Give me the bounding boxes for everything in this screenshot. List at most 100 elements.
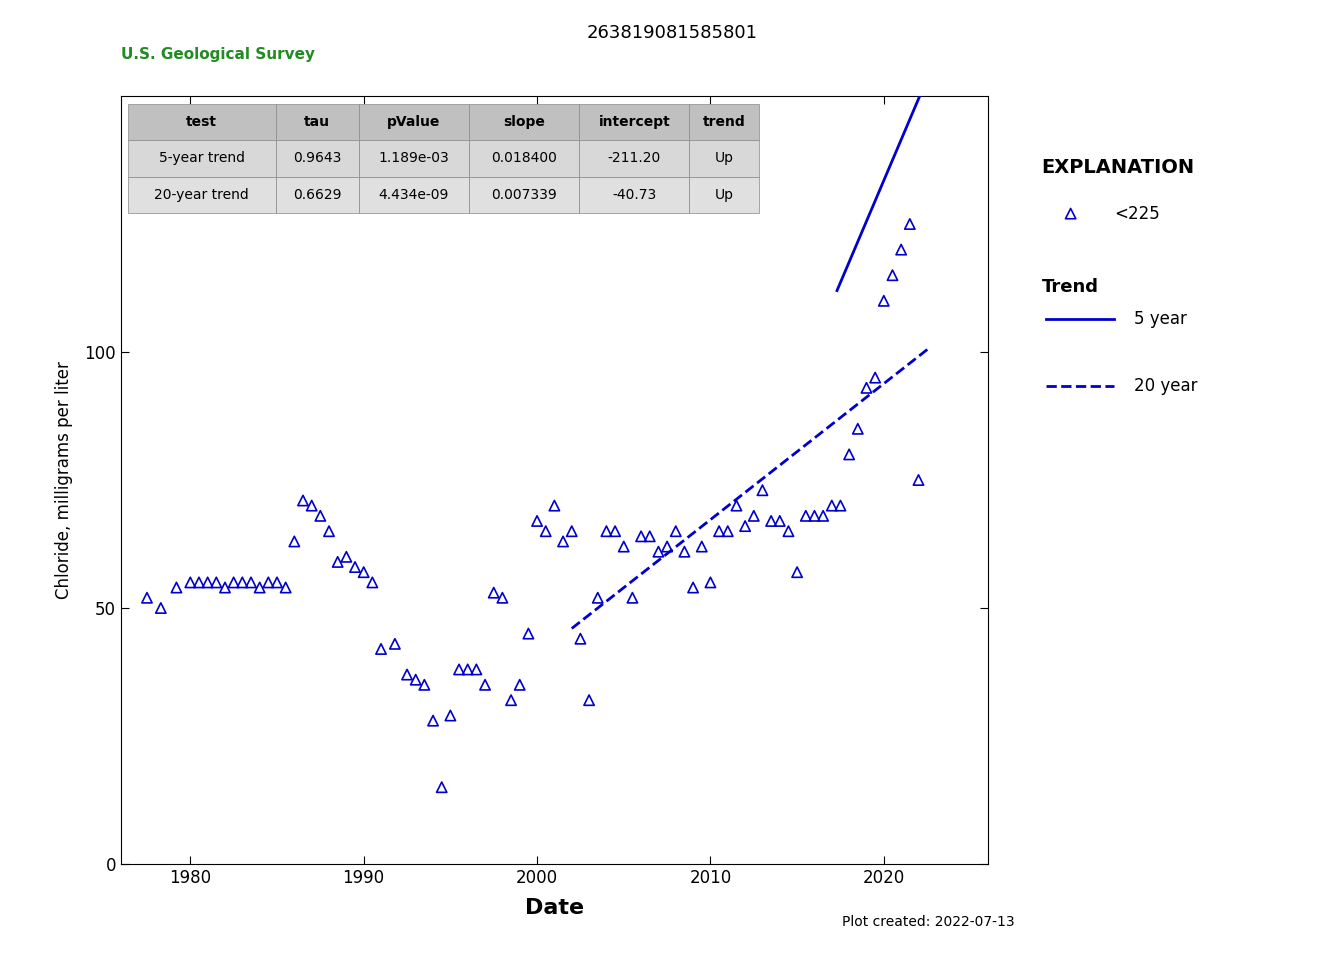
Text: pValue: pValue xyxy=(387,115,441,129)
Point xyxy=(535,523,556,539)
Point xyxy=(726,498,747,514)
Point xyxy=(751,483,773,498)
Text: Up: Up xyxy=(715,152,734,165)
Point xyxy=(673,544,695,560)
Point xyxy=(708,523,730,539)
Text: 20 year: 20 year xyxy=(1133,377,1198,396)
Point xyxy=(761,514,782,529)
Text: 5 year: 5 year xyxy=(1133,310,1187,328)
Point xyxy=(691,539,712,554)
Text: 0.9643: 0.9643 xyxy=(293,152,341,165)
Bar xyxy=(689,140,759,177)
Point xyxy=(384,636,406,652)
Point xyxy=(414,677,435,692)
Text: 1.189e-03: 1.189e-03 xyxy=(379,152,449,165)
Text: 0.018400: 0.018400 xyxy=(491,152,558,165)
Point xyxy=(405,672,426,687)
Point xyxy=(613,539,634,554)
Point xyxy=(882,268,903,283)
Bar xyxy=(276,140,359,177)
Point xyxy=(336,549,358,564)
Point xyxy=(734,518,755,534)
Text: 263819081585801: 263819081585801 xyxy=(586,24,758,42)
Point xyxy=(570,631,591,646)
Text: 4.434e-09: 4.434e-09 xyxy=(379,188,449,202)
Point xyxy=(249,580,270,595)
Bar xyxy=(128,177,276,213)
Point xyxy=(839,446,860,462)
Point xyxy=(319,523,340,539)
Bar xyxy=(276,104,359,140)
Point xyxy=(683,580,704,595)
Bar xyxy=(469,140,579,177)
Point xyxy=(1060,205,1082,221)
Point xyxy=(829,498,851,514)
Point xyxy=(276,580,297,595)
Point xyxy=(743,508,765,523)
Point xyxy=(622,590,644,606)
Point xyxy=(231,575,253,590)
Point xyxy=(353,564,375,580)
Bar xyxy=(276,177,359,213)
Point xyxy=(638,529,660,544)
Point xyxy=(786,564,808,580)
Point xyxy=(718,523,739,539)
Point xyxy=(560,523,582,539)
Point xyxy=(482,585,504,600)
Bar xyxy=(469,177,579,213)
Text: slope: slope xyxy=(503,115,546,129)
Point xyxy=(544,498,566,514)
Point xyxy=(648,544,669,560)
Point xyxy=(812,508,833,523)
Bar xyxy=(689,104,759,140)
Bar xyxy=(128,104,276,140)
Text: trend: trend xyxy=(703,115,746,129)
Bar xyxy=(579,177,689,213)
Y-axis label: Chloride, milligrams per liter: Chloride, milligrams per liter xyxy=(55,361,74,599)
Point xyxy=(449,661,470,677)
Point xyxy=(700,575,722,590)
Point xyxy=(439,708,461,723)
Text: <225: <225 xyxy=(1114,204,1160,223)
Point xyxy=(769,514,790,529)
Bar xyxy=(469,104,579,140)
Point xyxy=(206,575,227,590)
Point xyxy=(151,600,172,615)
Bar xyxy=(579,140,689,177)
Point xyxy=(630,529,652,544)
Point xyxy=(457,661,478,677)
Point xyxy=(344,560,366,575)
Point xyxy=(665,523,687,539)
Text: 0.6629: 0.6629 xyxy=(293,188,341,202)
Point xyxy=(362,575,383,590)
Point xyxy=(796,508,817,523)
Text: 5-year trend: 5-year trend xyxy=(159,152,245,165)
Point xyxy=(214,580,235,595)
Bar xyxy=(359,140,469,177)
Point xyxy=(431,780,453,795)
Text: test: test xyxy=(185,115,218,129)
Text: Plot created: 2022-07-13: Plot created: 2022-07-13 xyxy=(843,915,1015,929)
Point xyxy=(474,677,496,692)
Point xyxy=(891,242,913,257)
Point xyxy=(292,492,313,508)
Text: -40.73: -40.73 xyxy=(613,188,656,202)
Point xyxy=(847,421,868,437)
Text: 0.007339: 0.007339 xyxy=(492,188,556,202)
Text: 20-year trend: 20-year trend xyxy=(155,188,249,202)
Text: -211.20: -211.20 xyxy=(607,152,661,165)
Point xyxy=(241,575,262,590)
Point xyxy=(605,523,626,539)
Bar xyxy=(579,104,689,140)
Point xyxy=(422,713,444,729)
Point xyxy=(258,575,280,590)
Point xyxy=(223,575,245,590)
Point xyxy=(899,216,921,231)
Point xyxy=(656,539,677,554)
Point xyxy=(821,498,843,514)
Text: EXPLANATION: EXPLANATION xyxy=(1042,158,1195,178)
Point xyxy=(465,661,487,677)
Point xyxy=(552,534,574,549)
Text: intercept: intercept xyxy=(598,115,671,129)
Point xyxy=(595,523,617,539)
